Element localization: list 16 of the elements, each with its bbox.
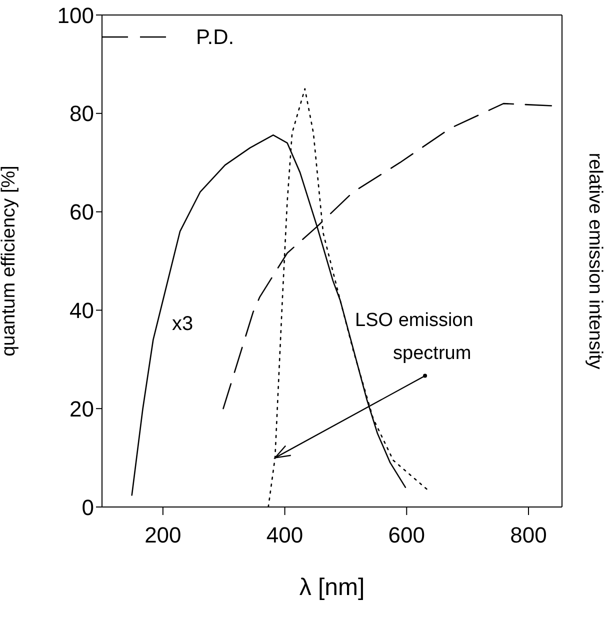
x-axis-title: λ [nm] — [299, 574, 365, 601]
annotation: x3 — [172, 313, 194, 336]
y2-axis-title: relative emission intensity — [584, 152, 606, 370]
annotation: LSO emission spectrum — [355, 310, 474, 364]
y-tick-label: 100 — [57, 2, 94, 28]
x-tick-label: 200 — [144, 522, 182, 548]
y-tick-label: 80 — [70, 101, 94, 126]
x-tick-label: 600 — [388, 522, 425, 548]
y-axis-title: quantum efficiency [%] — [0, 166, 20, 356]
x-tick-label: 800 — [510, 522, 547, 548]
y-tick-label: 40 — [70, 298, 94, 324]
y-tick-label: 20 — [70, 396, 94, 422]
x-tick-label: 400 — [266, 522, 304, 548]
y-tick-label: 60 — [70, 200, 94, 225]
legend-label: P.D. — [196, 26, 234, 49]
y-tick-label: 0 — [82, 494, 94, 520]
